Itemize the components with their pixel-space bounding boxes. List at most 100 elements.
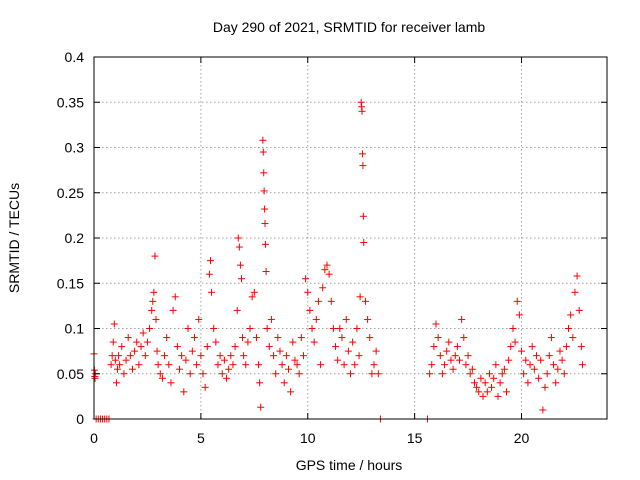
data-point: [498, 370, 506, 378]
data-point: [428, 361, 436, 369]
data-point: [515, 311, 523, 319]
data-point: [234, 234, 242, 242]
data-point: [260, 169, 268, 177]
data-point: [468, 365, 476, 373]
data-point: [552, 379, 560, 387]
data-point: [208, 288, 216, 296]
data-point: [118, 343, 126, 351]
data-point: [334, 356, 342, 364]
data-point: [370, 361, 378, 369]
data-point: [541, 383, 549, 391]
data-point: [210, 325, 218, 332]
data-point: [255, 361, 263, 369]
data-point: [344, 347, 352, 355]
data-point: [112, 379, 120, 387]
chart-title: Day 290 of 2021, SRMTID for receiver lam…: [213, 19, 486, 35]
data-point: [163, 334, 171, 342]
data-point: [182, 356, 190, 364]
data-point: [188, 347, 196, 355]
data-point: [229, 361, 237, 369]
data-point: [530, 365, 538, 373]
x-tick-label: 20: [514, 430, 530, 446]
data-point: [239, 334, 247, 342]
data-point: [526, 361, 534, 369]
data-point: [169, 306, 177, 314]
axis-ticks: [93, 56, 607, 420]
data-point: [575, 306, 583, 314]
data-point: [295, 370, 303, 378]
y-tick-label: 0.3: [65, 140, 85, 156]
data-point: [507, 343, 515, 351]
data-point: [206, 257, 214, 265]
data-point: [270, 352, 278, 360]
data-point: [186, 370, 194, 378]
data-point: [225, 365, 233, 373]
data-point: [358, 107, 366, 115]
data-point: [573, 272, 581, 280]
data-point: [262, 267, 270, 275]
data-point: [426, 370, 434, 378]
data-point: [274, 334, 282, 342]
data-point: [257, 403, 265, 411]
data-point: [438, 370, 446, 378]
data-point: [477, 374, 485, 382]
data-point: [321, 266, 329, 274]
data-point: [116, 361, 124, 369]
data-point: [481, 379, 489, 387]
data-point: [110, 320, 118, 328]
data-point: [479, 392, 487, 400]
data-point: [355, 352, 363, 360]
data-point: [146, 325, 154, 332]
data-point: [195, 315, 203, 323]
data-point: [505, 356, 513, 364]
data-point: [227, 352, 235, 360]
y-tick-label: 0.25: [57, 185, 84, 201]
data-point: [184, 325, 192, 332]
data-point: [126, 352, 134, 360]
data-point: [441, 361, 449, 369]
data-point: [500, 365, 508, 373]
data-point: [336, 325, 344, 332]
data-point: [235, 243, 243, 251]
data-point: [485, 370, 493, 378]
data-point: [223, 374, 231, 382]
data-point: [203, 343, 211, 351]
y-tick-label: 0.1: [65, 321, 85, 337]
data-point: [432, 320, 440, 328]
data-point: [137, 343, 145, 351]
data-point: [578, 361, 586, 369]
data-point: [248, 293, 256, 301]
data-point: [131, 347, 139, 355]
data-point: [550, 361, 558, 369]
data-point: [165, 361, 173, 369]
y-axis-title: SRMTID / TECUs: [6, 183, 22, 293]
data-point: [197, 352, 205, 360]
data-point: [556, 347, 564, 355]
data-point: [503, 388, 511, 396]
data-point: [509, 325, 517, 332]
data-point: [359, 212, 367, 220]
data-point: [259, 136, 267, 144]
data-point: [319, 284, 327, 292]
data-point: [246, 325, 254, 332]
data-point: [220, 356, 228, 364]
data-point: [312, 315, 320, 323]
data-point: [114, 365, 122, 373]
data-point: [537, 356, 545, 364]
data-point: [289, 338, 297, 346]
data-point: [456, 356, 464, 364]
data-point: [193, 361, 201, 369]
data-point: [351, 361, 359, 369]
data-point: [153, 347, 161, 355]
data-point: [488, 383, 496, 391]
data-point: [214, 361, 222, 369]
data-point: [261, 220, 269, 228]
data-point: [120, 370, 128, 378]
data-point: [161, 352, 169, 360]
data-point: [178, 352, 186, 360]
data-point: [475, 388, 483, 396]
data-point: [535, 374, 543, 382]
data-point: [308, 325, 316, 332]
data-point: [560, 370, 568, 378]
